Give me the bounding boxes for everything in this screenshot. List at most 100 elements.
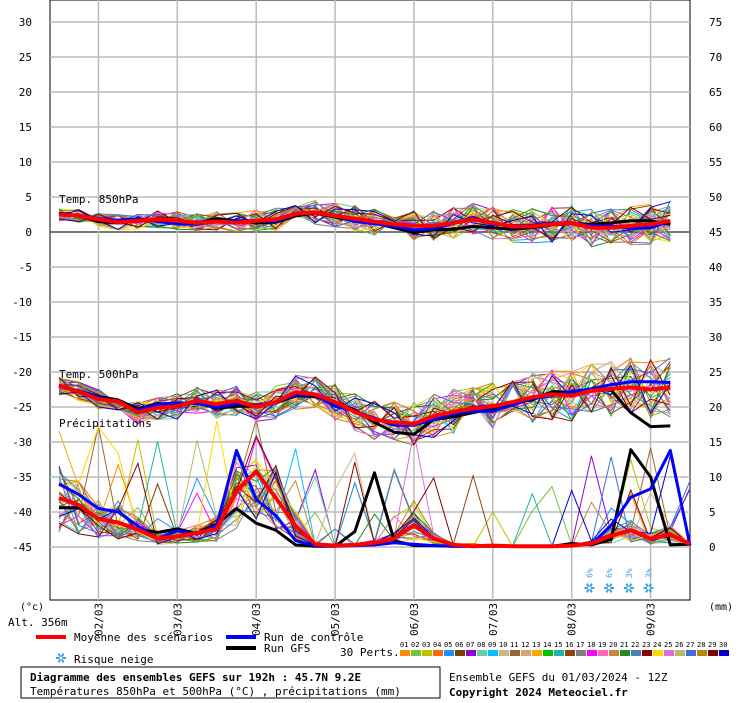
pert-color-swatch [686,650,696,656]
pert-number: 20 [609,641,617,649]
pert-color-swatch [620,650,630,656]
pert-color-swatch [719,650,729,656]
left-tick-label: -30 [12,436,32,449]
date-tick-label: 05/03 [329,603,342,636]
pert-number: 23 [642,641,650,649]
left-tick-label: 10 [19,156,32,169]
pert-color-swatch [433,650,443,656]
date-tick-label: 07/03 [487,603,500,636]
t850-band-label: Temp. 850hPa [59,193,138,206]
snowflake-center [59,656,63,660]
pert-color-swatch [422,650,432,656]
snowflake-icon [623,583,634,593]
pert-number: 28 [697,641,705,649]
left-tick-label: -20 [12,366,32,379]
snowflake-center [587,586,591,590]
pert-color-swatch [631,650,641,656]
grid-layer [49,0,691,601]
pert-number: 06 [455,641,463,649]
pert-number: 01 [400,641,408,649]
right-tick-label: 15 [709,436,722,449]
right-tick-label: 40 [709,261,722,274]
snow-pct-label: 6% [605,568,614,578]
pert-color-swatch [554,650,564,656]
pert-color-swatch [609,650,619,656]
altitude-label: Alt. 356m [8,616,68,629]
footer-box [20,666,441,699]
left-tick-label: -35 [12,471,32,484]
snow-legend-label: Risque neige [74,653,153,666]
date-tick-label: 04/03 [250,603,263,636]
snowflake-center [627,586,631,590]
pert-number: 13 [532,641,540,649]
precip-band-label: Précipitations [59,417,152,430]
right-tick-label: 70 [709,51,722,64]
pert-color-swatch [521,650,531,656]
left-tick-label: -10 [12,296,32,309]
pert-color-swatch [400,650,410,656]
date-tick-label: 08/03 [566,603,579,636]
snow-pct-label: 6% [585,568,594,578]
pert-number: 17 [576,641,584,649]
pert-color-swatch [675,650,685,656]
pert-color-swatch [565,650,575,656]
right-tick-label: 30 [709,331,722,344]
pert-color-swatch [642,650,652,656]
right-tick-label: 45 [709,226,722,239]
labels-layer: Temp. 850hPa Temp. 500hPa Précipitations 6%… [59,193,654,593]
right-tick-label: 65 [709,86,722,99]
date-tick-label: 06/03 [408,603,421,636]
left-tick-label: -15 [12,331,32,344]
left-tick-label: 15 [19,121,32,134]
control-legend-label: Run de contrôle [264,631,363,644]
pert-t850-line [58,206,671,248]
copyright: Copyright 2024 Meteociel.fr [449,686,628,699]
main-series-lines [58,210,692,549]
perts-label: 30 Perts. [340,646,400,659]
right-tick-label: 5 [709,506,716,519]
pert-number: 27 [686,641,694,649]
series-t850-0 [58,210,671,230]
pert-number: 08 [477,641,485,649]
pert-color-swatch [477,650,487,656]
right-tick-label: 10 [709,471,722,484]
pert-number: 21 [620,641,628,649]
pert-number: 02 [411,641,419,649]
pert-number: 11 [510,641,518,649]
plot-frame [49,0,691,601]
snow-pct-label: 3% [645,568,654,578]
right-unit-label: (mm) [709,602,733,613]
left-tick-label: 30 [19,16,32,29]
snowflake-icon [604,583,615,593]
left-tick-label: -40 [12,506,32,519]
pert-t500-line [58,372,671,441]
mean-legend-label: Moyenne des scénarios [74,631,213,644]
pert-number: 24 [653,641,661,649]
pert-color-swatch [488,650,498,656]
left-tick-label: -45 [12,541,32,554]
right-tick-label: 55 [709,156,722,169]
pert-number: 07 [466,641,474,649]
pert-number: 26 [675,641,683,649]
pert-color-swatch [455,650,465,656]
pert-color-swatch [543,650,553,656]
pert-number: 15 [554,641,562,649]
snowflake-icon [643,583,654,593]
pert-number: 18 [587,641,595,649]
footer-subtitle: Températures 850hPa et 500hPa (°C) , pré… [30,685,401,698]
right-tick-label: 35 [709,296,722,309]
snowflake-icon [584,583,595,593]
pert-number: 30 [719,641,727,649]
pert-color-swatch [653,650,663,656]
pert-number: 22 [631,641,639,649]
snowflake-center [647,586,651,590]
gfs-legend-label: Run GFS [264,642,310,655]
left-tick-label: 20 [19,86,32,99]
pert-t500-line [58,363,671,446]
date-tick-label: 09/03 [645,603,658,636]
pert-color-swatch [510,650,520,656]
pert-number: 04 [433,641,441,649]
right-tick-label: 20 [709,401,722,414]
right-tick-label: 25 [709,366,722,379]
